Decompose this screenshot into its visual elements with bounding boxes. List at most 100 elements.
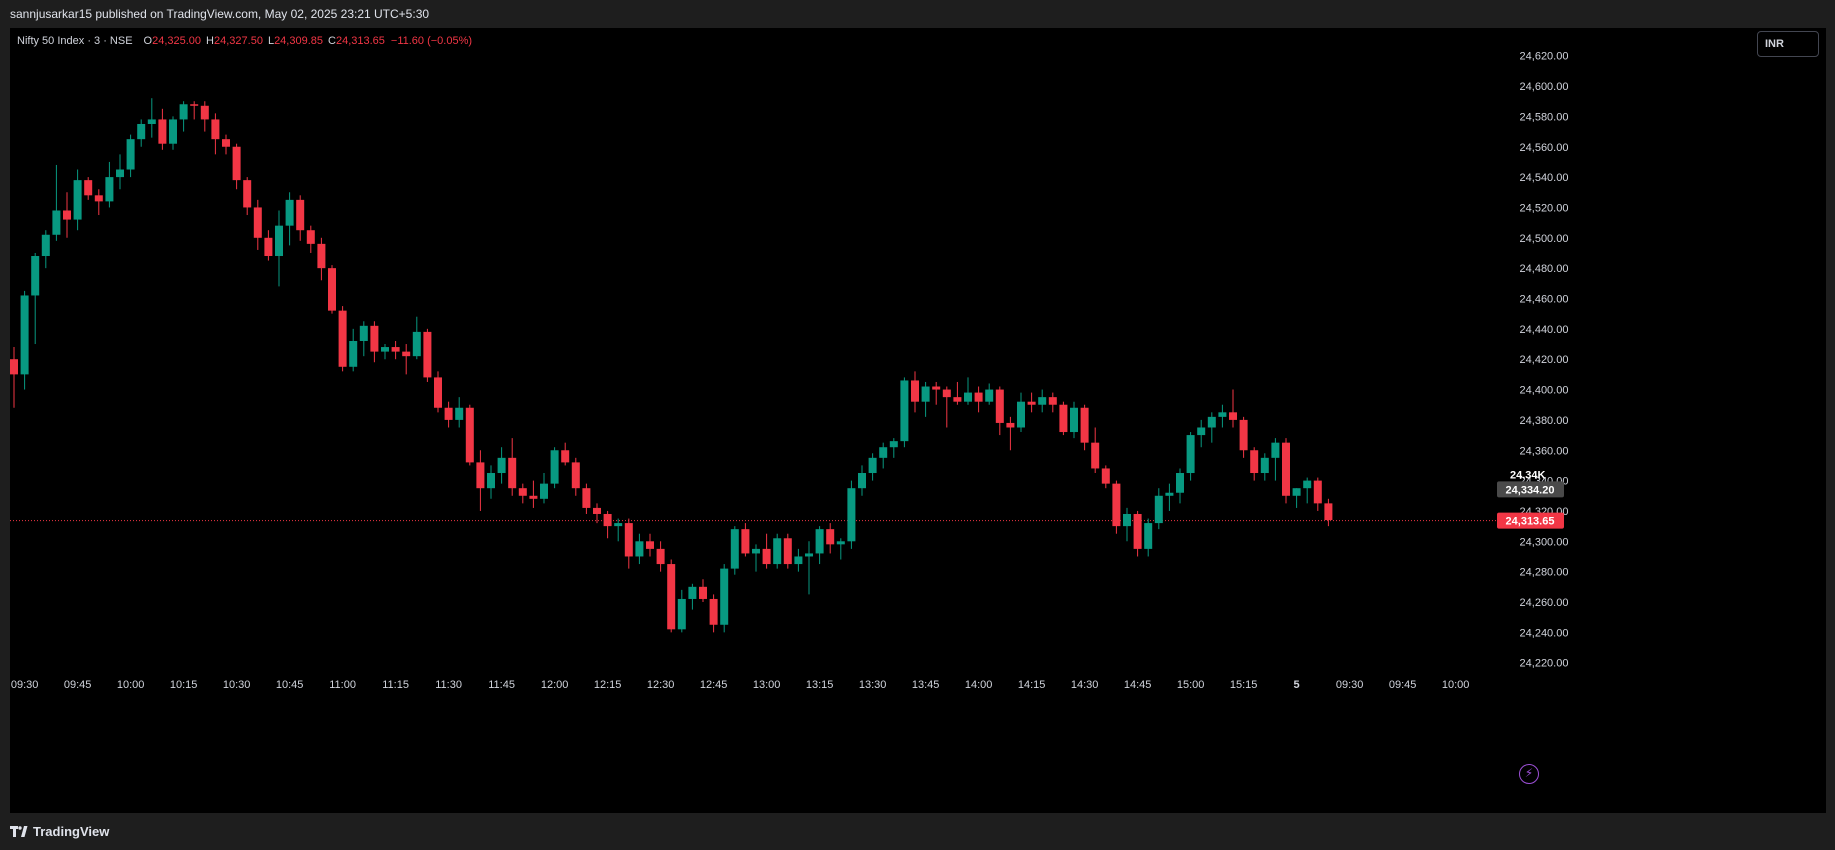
candle-body xyxy=(1144,523,1153,549)
candle-body xyxy=(465,407,474,463)
candle-body xyxy=(169,119,177,144)
x-tick-label: 13:00 xyxy=(753,679,781,691)
x-tick-label: 15:00 xyxy=(1177,679,1205,691)
candle-body xyxy=(518,488,527,496)
candle-body xyxy=(1101,468,1110,484)
candle-body xyxy=(84,180,93,196)
last-price-tag xyxy=(1497,512,1564,529)
candle-body xyxy=(328,268,336,311)
candle-body xyxy=(455,407,464,420)
candle-body xyxy=(773,538,782,565)
candle-body xyxy=(1165,492,1174,496)
candle-body xyxy=(847,488,856,542)
candle-body xyxy=(762,548,771,565)
y-tick-label: 24,460.00 xyxy=(1520,294,1569,306)
candle-body xyxy=(381,347,389,352)
x-tick-label: 13:30 xyxy=(859,679,887,691)
tradingview-brand[interactable]: TradingView xyxy=(10,824,109,839)
candle-body xyxy=(349,340,358,367)
candle-body xyxy=(858,473,866,489)
candle-body xyxy=(147,119,156,124)
x-tick-label: 11:00 xyxy=(329,679,356,691)
y-tick-label: 24,480.00 xyxy=(1520,263,1569,275)
candle-body xyxy=(402,351,411,357)
candlestick-chart[interactable]: 24,220.00 24,240.00 24,260.00 24,280.00 24,3… xyxy=(10,28,1826,813)
candle-body xyxy=(964,392,972,402)
x-tick-label: 10:00 xyxy=(117,679,145,691)
candle-body xyxy=(1123,513,1131,527)
x-tick-label: 09:45 xyxy=(1389,679,1417,691)
candle-body xyxy=(264,237,273,257)
candle-body xyxy=(900,380,909,442)
candle-body xyxy=(306,230,315,244)
candle-body xyxy=(497,457,506,474)
candle-body xyxy=(911,380,919,402)
lightning-icon[interactable]: ⚡ xyxy=(1519,764,1539,784)
candle-body xyxy=(1038,397,1047,405)
candle-body xyxy=(974,392,983,402)
candle-body xyxy=(412,331,421,357)
x-tick-label: 14:45 xyxy=(1124,679,1152,691)
brand-name: TradingView xyxy=(33,824,110,839)
candle-body xyxy=(285,199,294,226)
candle-body xyxy=(995,389,1004,423)
candle-body xyxy=(253,207,262,238)
x-tick-label: 10:30 xyxy=(223,679,251,691)
top-bar: sannjusarkar15 published on TradingView.… xyxy=(0,0,1835,28)
x-tick-label: 12:30 xyxy=(647,679,675,691)
candle-body xyxy=(730,529,739,569)
candle-body xyxy=(1017,401,1025,428)
tradingview-logo-icon xyxy=(10,825,28,837)
candle-body xyxy=(921,386,930,402)
candle-body xyxy=(179,104,188,120)
y-tick-label: 24,520.00 xyxy=(1520,202,1569,214)
candle-body xyxy=(41,234,50,257)
x-tick-label: 14:15 xyxy=(1018,679,1046,691)
candle-body xyxy=(529,495,538,499)
x-tick-label: 13:15 xyxy=(806,679,834,691)
candle-body xyxy=(953,397,962,402)
last-price-label: 24,313.65 xyxy=(1506,516,1555,528)
candle-body xyxy=(1229,412,1237,420)
symbol-name[interactable]: Nifty 50 Index · 3 · NSE xyxy=(17,35,133,47)
candle-body xyxy=(667,564,676,630)
candle-body xyxy=(1186,435,1195,474)
y-tick-label: 24,440.00 xyxy=(1520,324,1569,336)
high-label: H xyxy=(206,35,214,47)
candle-body xyxy=(709,598,718,625)
candle-body xyxy=(52,210,61,235)
x-tick-label: 11:45 xyxy=(488,679,515,691)
candle-body xyxy=(1197,427,1206,436)
candle-body xyxy=(1048,397,1057,405)
y-tick-label: 24,560.00 xyxy=(1520,142,1569,154)
candle-body xyxy=(582,488,591,508)
candle-body xyxy=(540,483,548,499)
candle-body xyxy=(1112,483,1121,527)
candle-body xyxy=(1313,480,1322,504)
candle-body xyxy=(1271,442,1280,458)
candle-body xyxy=(836,541,845,545)
candle-body xyxy=(359,325,368,341)
currency-button[interactable]: INR xyxy=(1757,31,1819,57)
x-tick-label: 10:45 xyxy=(276,679,304,691)
chart-area[interactable] xyxy=(10,28,1826,813)
candle-body xyxy=(73,180,82,220)
candle-body xyxy=(571,462,580,489)
close-label: C xyxy=(328,35,336,47)
published-info: sannjusarkar15 published on TradingView.… xyxy=(10,7,430,21)
candle-body xyxy=(391,347,400,352)
candle-body xyxy=(222,139,230,147)
candle-body xyxy=(868,457,877,474)
candle-body xyxy=(63,210,71,220)
low-label: L xyxy=(267,35,275,47)
candle-body xyxy=(1218,412,1227,417)
candle-body xyxy=(1027,401,1036,405)
candle-body xyxy=(232,146,241,181)
candle-body xyxy=(444,407,453,420)
crosshair-short-label: 24.34K xyxy=(1510,469,1546,481)
candle-body xyxy=(593,507,601,514)
y-tick-label: 24,360.00 xyxy=(1520,445,1569,457)
candle-body xyxy=(434,377,442,408)
candle-body xyxy=(126,139,135,170)
candle-body xyxy=(211,119,220,140)
